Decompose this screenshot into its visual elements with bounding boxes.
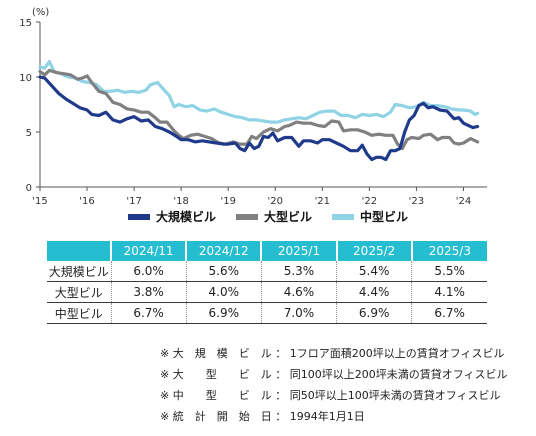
footnote-start-date: ※ 統 計 開 始 日 ： 1994年1月1日 bbox=[160, 410, 365, 423]
table-cell: 4.0% bbox=[186, 281, 262, 303]
footnote-mid: ※ 中 型 ビ ル ： 同50坪以上100坪未満の賃貸オフィスビル bbox=[160, 389, 501, 402]
chart-svg: (%) 0 5 10 15 '15 '16 '17 '18 '19 '20 '21 '22 '23 '24 bbox=[19, 7, 487, 207]
x-tick-label: '18 bbox=[173, 196, 188, 207]
table-cell: 6.7% bbox=[111, 302, 187, 324]
table-cell: 6.9% bbox=[186, 302, 262, 324]
y-tick-label: 15 bbox=[19, 18, 32, 29]
x-tick-label: '15 bbox=[32, 196, 47, 207]
x-tick-label: '24 bbox=[456, 196, 471, 207]
table-cell: 5.4% bbox=[336, 261, 413, 282]
x-tick-label: '22 bbox=[362, 196, 377, 207]
table-header-row: 2024/11 2024/12 2025/1 2025/2 2025/3 bbox=[47, 241, 487, 261]
table-header-cell: 2024/11 bbox=[111, 241, 188, 261]
legend-item-large: 大型ビル bbox=[235, 208, 312, 225]
legend-item-mid: 中型ビル bbox=[332, 208, 408, 225]
table-row: 大規模ビル 6.0% 5.6% 5.3% 5.4% 5.5% bbox=[47, 261, 487, 282]
y-tick-label: 5 bbox=[26, 128, 32, 139]
legend-item-large-scale: 大規模ビル bbox=[127, 208, 216, 225]
x-tick-label: '19 bbox=[220, 196, 235, 207]
table-header-corner bbox=[47, 241, 112, 261]
table-cell: 5.3% bbox=[261, 261, 338, 282]
row-label: 中型ビル bbox=[47, 302, 112, 324]
table-cell: 6.7% bbox=[411, 302, 487, 324]
table-cell: 3.8% bbox=[111, 281, 187, 303]
table-header-cell: 2025/2 bbox=[336, 241, 413, 261]
row-label: 大規模ビル bbox=[47, 261, 112, 282]
table-row: 中型ビル 6.7% 6.9% 7.0% 6.9% 6.7% bbox=[47, 302, 487, 324]
series-line-large bbox=[38, 68, 480, 151]
table-cell: 4.6% bbox=[261, 281, 338, 303]
chart-legend: 大規模ビル 大型ビル 中型ビル bbox=[0, 208, 536, 225]
row-label: 大型ビル bbox=[47, 281, 112, 303]
vacancy-table: 2024/11 2024/12 2025/1 2025/2 2025/3 大規模… bbox=[47, 241, 487, 324]
x-tick-label: '17 bbox=[126, 196, 141, 207]
table-cell: 4.1% bbox=[411, 281, 487, 303]
y-unit-label: (%) bbox=[32, 7, 49, 18]
footnote-large: ※ 大 型 ビ ル ： 同100坪以上200坪未満の賃貸オフィスビル bbox=[160, 368, 508, 381]
table-cell: 7.0% bbox=[261, 302, 338, 324]
line-chart: (%) 0 5 10 15 '15 '16 '17 '18 '19 '20 '21 '22 '23 '24 bbox=[19, 7, 487, 207]
table-cell: 6.9% bbox=[336, 302, 413, 324]
x-tick-label: '16 bbox=[79, 196, 94, 207]
table-cell: 5.6% bbox=[186, 261, 262, 282]
table-row: 大型ビル 3.8% 4.0% 4.6% 4.4% 4.1% bbox=[47, 281, 487, 303]
legend-swatch-large-scale bbox=[127, 213, 150, 220]
legend-swatch-mid bbox=[332, 213, 354, 220]
x-tick-label: '20 bbox=[268, 196, 283, 207]
legend-label-mid: 中型ビル bbox=[360, 210, 409, 224]
footnotes: ※ 大 規 模 ビ ル ： 1フロア面積200坪以上の賃貸オフィスビル ※ 大 … bbox=[160, 343, 507, 427]
x-tick-label: '21 bbox=[315, 196, 330, 207]
table-cell: 5.5% bbox=[411, 261, 487, 282]
y-tick-label: 0 bbox=[26, 183, 32, 194]
table-cell: 4.4% bbox=[336, 281, 413, 303]
x-tick-label: '23 bbox=[409, 196, 424, 207]
legend-label-large-scale: 大規模ビル bbox=[155, 210, 216, 224]
legend-label-large: 大型ビル bbox=[263, 210, 312, 224]
table-cell: 6.0% bbox=[111, 261, 187, 282]
table-header-cell: 2025/3 bbox=[411, 241, 487, 261]
series-line-mid bbox=[38, 60, 480, 124]
y-tick-label: 10 bbox=[19, 73, 32, 84]
table-header-cell: 2024/12 bbox=[186, 241, 263, 261]
legend-swatch-large bbox=[235, 213, 258, 220]
footnote-large-scale: ※ 大 規 模 ビ ル ： 1フロア面積200坪以上の賃貸オフィスビル bbox=[160, 347, 505, 360]
series-line-large-scale bbox=[38, 75, 480, 162]
table-header-cell: 2025/1 bbox=[261, 241, 338, 261]
